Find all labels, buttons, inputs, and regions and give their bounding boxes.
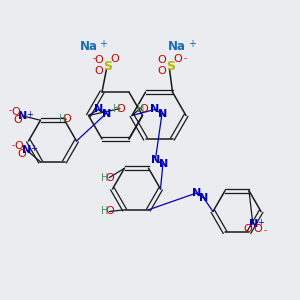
Text: Na: Na bbox=[168, 40, 186, 53]
Text: -: - bbox=[11, 141, 14, 150]
Text: O: O bbox=[173, 54, 182, 64]
Text: O: O bbox=[244, 224, 253, 234]
Text: O: O bbox=[140, 103, 148, 114]
Text: +: + bbox=[188, 39, 196, 50]
Text: H: H bbox=[113, 103, 121, 114]
Text: O: O bbox=[110, 54, 119, 64]
Text: O: O bbox=[116, 103, 125, 114]
Text: H: H bbox=[59, 114, 66, 124]
Text: -: - bbox=[9, 106, 12, 116]
Text: O: O bbox=[14, 141, 23, 152]
Text: O: O bbox=[11, 107, 20, 117]
Text: O: O bbox=[14, 115, 22, 125]
Text: -: - bbox=[263, 226, 266, 236]
Text: O: O bbox=[62, 114, 71, 124]
Text: +: + bbox=[31, 144, 37, 153]
Text: N: N bbox=[249, 219, 258, 230]
Text: N: N bbox=[102, 109, 111, 119]
Text: O: O bbox=[17, 149, 26, 159]
Text: N: N bbox=[192, 188, 201, 198]
Text: N: N bbox=[158, 109, 167, 119]
Text: N: N bbox=[22, 145, 32, 155]
Text: Na: Na bbox=[80, 40, 98, 53]
Text: +: + bbox=[257, 218, 264, 227]
Text: H: H bbox=[137, 103, 144, 114]
Text: N: N bbox=[200, 193, 208, 203]
Text: N: N bbox=[18, 111, 27, 121]
Text: O: O bbox=[158, 66, 166, 76]
Text: S: S bbox=[166, 60, 175, 73]
Text: O: O bbox=[253, 224, 262, 234]
Text: N: N bbox=[159, 159, 168, 169]
Text: -: - bbox=[184, 54, 187, 63]
Text: N: N bbox=[94, 104, 103, 115]
Text: +: + bbox=[26, 110, 33, 119]
Text: -: - bbox=[92, 54, 95, 63]
Text: N: N bbox=[151, 104, 160, 115]
Text: O: O bbox=[158, 55, 166, 65]
Text: +: + bbox=[100, 39, 107, 50]
Text: H: H bbox=[101, 172, 108, 183]
Text: O: O bbox=[94, 55, 103, 65]
Text: S: S bbox=[103, 60, 112, 73]
Text: O: O bbox=[105, 206, 114, 217]
Text: H: H bbox=[101, 206, 108, 217]
Text: O: O bbox=[94, 66, 103, 76]
Text: O: O bbox=[105, 172, 114, 183]
Text: N: N bbox=[152, 154, 160, 165]
